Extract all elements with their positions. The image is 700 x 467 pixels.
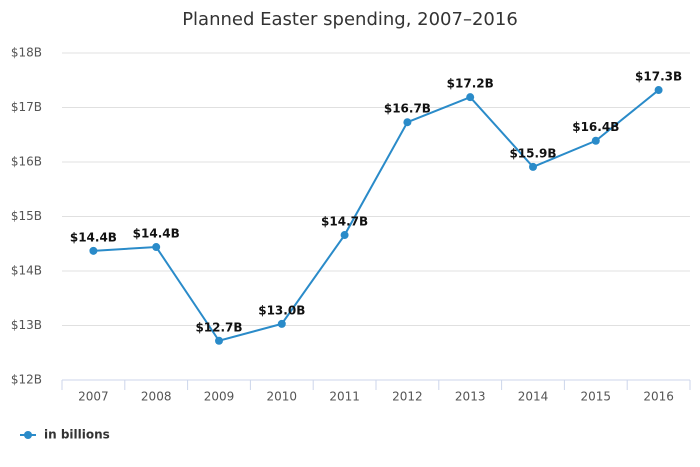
x-tick-label: 2011 bbox=[329, 390, 360, 404]
legend-label: in billions bbox=[44, 428, 110, 442]
data-point bbox=[403, 118, 412, 127]
data-label: $13.0B bbox=[258, 303, 305, 317]
y-tick-label: $12B bbox=[11, 373, 42, 387]
chart-title: Planned Easter spending, 2007–2016 bbox=[182, 9, 518, 30]
data-point bbox=[89, 246, 98, 255]
x-tick-label: 2016 bbox=[643, 390, 674, 404]
y-tick-label: $18B bbox=[11, 46, 42, 60]
x-tick-label: 2007 bbox=[78, 390, 109, 404]
y-tick-label: $16B bbox=[11, 155, 42, 169]
data-label: $17.2B bbox=[447, 77, 494, 91]
x-tick-label: 2015 bbox=[581, 390, 612, 404]
data-point bbox=[340, 231, 349, 240]
x-tick-label: 2008 bbox=[141, 390, 172, 404]
data-label: $14.7B bbox=[321, 215, 368, 229]
x-tick-label: 2013 bbox=[455, 390, 486, 404]
data-point bbox=[277, 319, 286, 328]
data-label: $15.9B bbox=[509, 146, 556, 160]
y-tick-label: $14B bbox=[11, 264, 42, 278]
data-point bbox=[591, 136, 600, 145]
data-label: $16.7B bbox=[384, 102, 431, 116]
data-point bbox=[654, 86, 663, 95]
data-label: $17.3B bbox=[635, 70, 682, 84]
y-tick-label: $15B bbox=[11, 209, 42, 223]
y-tick-label: $17B bbox=[11, 100, 42, 114]
x-tick-label: 2009 bbox=[204, 390, 235, 404]
x-tick-label: 2010 bbox=[267, 390, 298, 404]
data-label: $16.4B bbox=[572, 120, 619, 134]
data-label: $14.4B bbox=[70, 230, 117, 244]
x-tick-label: 2012 bbox=[392, 390, 423, 404]
y-tick-label: $13B bbox=[11, 318, 42, 332]
data-point bbox=[466, 93, 475, 102]
legend-marker bbox=[24, 431, 32, 439]
data-point bbox=[152, 243, 161, 252]
data-label: $14.4B bbox=[133, 227, 180, 241]
series-line bbox=[93, 89, 660, 342]
data-point bbox=[529, 162, 537, 171]
x-tick-label: 2014 bbox=[518, 390, 549, 404]
data-point bbox=[215, 336, 223, 345]
data-label: $12.7B bbox=[195, 320, 242, 334]
